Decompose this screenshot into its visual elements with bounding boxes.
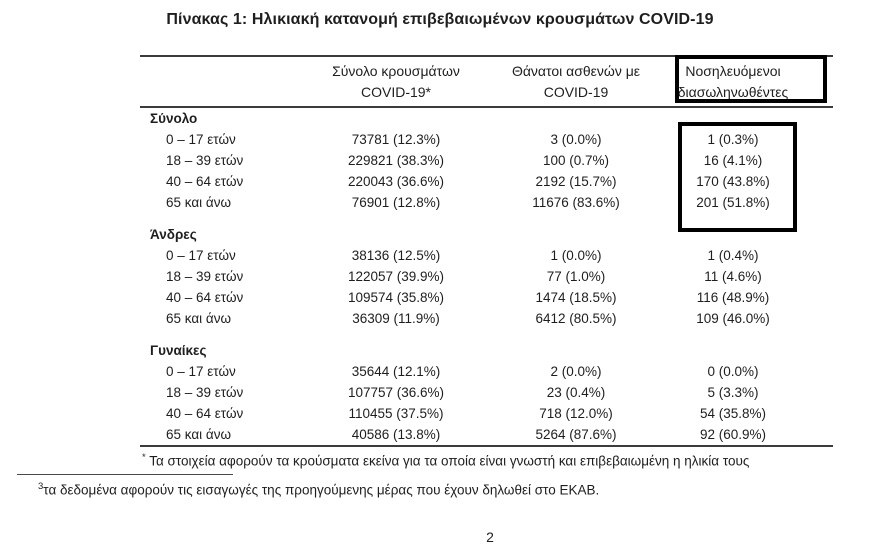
section-label: Γυναίκες	[150, 343, 207, 358]
cases-value: 229821 (38.3%)	[347, 153, 445, 168]
page-footnote: 3τα δεδομένα αφορούν τις εισαγωγές της π…	[38, 478, 599, 500]
col-header-intubated: Νοσηλευόμενοι διασωληνωθέντες	[650, 61, 816, 103]
table-row: 40 – 64 ετών 110455 (37.5%) 718 (12.0%) …	[140, 403, 833, 424]
table-row: 0 – 17 ετών 73781 (12.3%) 3 (0.0%) 1 (0.…	[140, 129, 833, 150]
age-label: 40 – 64 ετών	[166, 290, 244, 305]
table-header-rule	[140, 106, 833, 108]
intubated-value: 54 (35.8%)	[699, 406, 767, 421]
col-header-deaths: Θάνατοι ασθενών με COVID-19	[502, 61, 650, 103]
page-footnote-text: τα δεδομένα αφορούν τις εισαγωγές της πρ…	[43, 482, 600, 498]
section-label: Άνδρες	[150, 227, 197, 242]
cases-value: 40586 (13.8%)	[351, 427, 441, 442]
section-men: Άνδρες 0 – 17 ετών 38136 (12.5%) 1 (0.0%…	[140, 224, 833, 329]
deaths-value: 718 (12.0%)	[539, 406, 613, 421]
table-footnote-text: Τα στοιχεία αφορούν τα κρούσματα εκείνα …	[149, 453, 750, 469]
table-header-row: Σύνολο κρουσμάτων COVID-19* Θάνατοι ασθε…	[140, 57, 833, 106]
intubated-value: 201 (51.8%)	[696, 195, 770, 210]
deaths-value: 23 (0.4%)	[546, 385, 606, 400]
age-label: 0 – 17 ετών	[166, 248, 236, 263]
col-header-intubated-line2: διασωληνωθέντες	[677, 84, 789, 100]
page-footnote-marker: 3	[38, 481, 44, 492]
deaths-value: 5264 (87.6%)	[535, 427, 617, 442]
cases-value: 35644 (12.1%)	[351, 364, 441, 379]
section-label: Σύνολο	[150, 111, 198, 126]
intubated-value: 92 (60.9%)	[699, 427, 767, 442]
table-footnote-marker: *	[142, 452, 146, 463]
covid-age-table: Σύνολο κρουσμάτων COVID-19* Θάνατοι ασθε…	[140, 55, 833, 470]
age-label: 18 – 39 ετών	[166, 385, 244, 400]
deaths-value: 11676 (83.6%)	[532, 195, 620, 210]
deaths-value: 2192 (15.7%)	[535, 174, 617, 189]
cases-value: 122057 (39.9%)	[347, 269, 445, 284]
deaths-value: 3 (0.0%)	[550, 132, 602, 147]
col-header-cases-line2: COVID-19*	[360, 84, 432, 100]
footnote-separator-line	[17, 474, 233, 475]
age-label: 65 και άνω	[166, 195, 232, 210]
intubated-value: 109 (46.0%)	[696, 311, 770, 326]
intubated-value: 11 (4.6%)	[704, 269, 762, 284]
cases-value: 109574 (35.8%)	[347, 290, 445, 305]
cases-value: 110455 (37.5%)	[348, 406, 444, 421]
deaths-value: 2 (0.0%)	[550, 364, 602, 379]
col-header-cases-line1: Σύνολο κρουσμάτων	[332, 63, 460, 79]
table-top-rule	[140, 55, 833, 57]
age-label: 65 και άνω	[166, 427, 232, 442]
age-label: 65 και άνω	[166, 311, 232, 326]
deaths-value: 6412 (80.5%)	[535, 311, 617, 326]
intubated-value: 1 (0.3%)	[707, 132, 759, 147]
section-women: Γυναίκες 0 – 17 ετών 35644 (12.1%) 2 (0.…	[140, 340, 833, 445]
table-row: 65 και άνω 40586 (13.8%) 5264 (87.6%) 92…	[140, 424, 833, 445]
col-header-deaths-line2: COVID-19	[543, 84, 609, 100]
age-label: 18 – 39 ετών	[166, 153, 244, 168]
intubated-value: 16 (4.1%)	[703, 153, 763, 168]
intubated-value: 116 (48.9%)	[696, 290, 770, 305]
table-row: 65 και άνω 36309 (11.9%) 6412 (80.5%) 10…	[140, 308, 833, 329]
table-row: 0 – 17 ετών 35644 (12.1%) 2 (0.0%) 0 (0.…	[140, 361, 833, 382]
cases-value: 38136 (12.5%)	[351, 248, 441, 263]
age-label: 40 – 64 ετών	[166, 406, 244, 421]
cases-value: 73781 (12.3%)	[351, 132, 441, 147]
deaths-value: 100 (0.7%)	[542, 153, 610, 168]
age-label: 18 – 39 ετών	[166, 269, 244, 284]
col-header-deaths-line1: Θάνατοι ασθενών με	[511, 63, 641, 79]
col-header-intubated-line1: Νοσηλευόμενοι	[685, 63, 781, 79]
age-label: 0 – 17 ετών	[166, 132, 236, 147]
table-row: 40 – 64 ετών 220043 (36.6%) 2192 (15.7%)…	[140, 171, 833, 192]
deaths-value: 77 (1.0%)	[546, 269, 606, 284]
page-title: Πίνακας 1: Ηλικιακή κατανομή επιβεβαιωμέ…	[166, 11, 714, 28]
cases-value: 36309 (11.9%)	[352, 311, 440, 326]
cases-value: 76901 (12.8%)	[351, 195, 441, 210]
intubated-value: 5 (3.3%)	[707, 385, 759, 400]
table-row: 18 – 39 ετών 229821 (38.3%) 100 (0.7%) 1…	[140, 150, 833, 171]
table-footnote: * Τα στοιχεία αφορούν τα κρούσματα εκείν…	[140, 449, 833, 470]
col-header-cases: Σύνολο κρουσμάτων COVID-19*	[290, 61, 502, 103]
age-label: 0 – 17 ετών	[166, 364, 236, 379]
table-row: 40 – 64 ετών 109574 (35.8%) 1474 (18.5%)…	[140, 287, 833, 308]
deaths-value: 1 (0.0%)	[550, 248, 602, 263]
intubated-value: 1 (0.4%)	[707, 248, 759, 263]
table-row: 18 – 39 ετών 122057 (39.9%) 77 (1.0%) 11…	[140, 266, 833, 287]
table-row: 65 και άνω 76901 (12.8%) 11676 (83.6%) 2…	[140, 192, 833, 213]
table-bottom-rule	[140, 445, 833, 447]
intubated-value: 0 (0.0%)	[707, 364, 759, 379]
table-row: 0 – 17 ετών 38136 (12.5%) 1 (0.0%) 1 (0.…	[140, 245, 833, 266]
cases-value: 107757 (36.6%)	[347, 385, 445, 400]
age-label: 40 – 64 ετών	[166, 174, 244, 189]
intubated-value: 170 (43.8%)	[696, 174, 770, 189]
page-number: 2	[486, 529, 494, 545]
table-row: 18 – 39 ετών 107757 (36.6%) 23 (0.4%) 5 …	[140, 382, 833, 403]
deaths-value: 1474 (18.5%)	[535, 290, 617, 305]
cases-value: 220043 (36.6%)	[347, 174, 445, 189]
section-total: Σύνολο 0 – 17 ετών 73781 (12.3%) 3 (0.0%…	[140, 108, 833, 213]
